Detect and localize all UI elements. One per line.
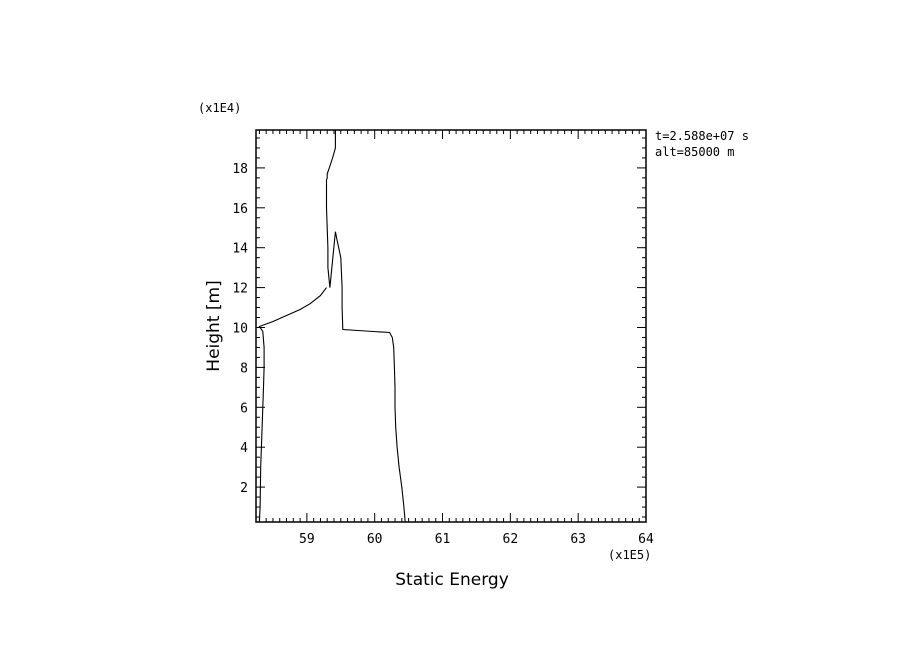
series-line-2 bbox=[258, 287, 327, 523]
y-tick-label: 2 bbox=[240, 481, 248, 496]
annotation-time: t=2.588e+07 s bbox=[655, 129, 749, 143]
x-tick-label: 64 bbox=[638, 532, 654, 547]
y-tick-label: 12 bbox=[232, 282, 248, 297]
x-tick-label: 60 bbox=[367, 532, 383, 547]
series-lines bbox=[258, 130, 406, 523]
y-tick-label: 14 bbox=[232, 242, 248, 257]
y-tick-label: 16 bbox=[232, 202, 248, 217]
x-axis-title: Static Energy bbox=[395, 570, 509, 590]
x-tick-label: 63 bbox=[570, 532, 586, 547]
x-scale-label: (x1E5) bbox=[608, 548, 651, 562]
x-tick-label: 61 bbox=[435, 532, 451, 547]
y-ticks: 2 4 6 8 10 12 14 16 18 bbox=[232, 137, 646, 518]
y-tick-label: 4 bbox=[240, 441, 248, 456]
x-tick-label: 59 bbox=[299, 532, 315, 547]
y-tick-label: 8 bbox=[240, 361, 248, 376]
plot-frame bbox=[255, 129, 647, 523]
x-tick-label: 62 bbox=[503, 532, 519, 547]
y-tick-label: 10 bbox=[232, 321, 248, 336]
y-tick-label: 6 bbox=[240, 401, 248, 416]
series-line-1 bbox=[325, 130, 406, 523]
y-tick-label: 18 bbox=[232, 162, 248, 177]
x-ticks: 59 60 61 62 63 64 bbox=[258, 130, 654, 547]
y-scale-label: (x1E4) bbox=[198, 101, 241, 115]
annotation-alt: alt=85000 m bbox=[655, 145, 734, 159]
y-axis-title: Height [m] bbox=[204, 280, 224, 371]
